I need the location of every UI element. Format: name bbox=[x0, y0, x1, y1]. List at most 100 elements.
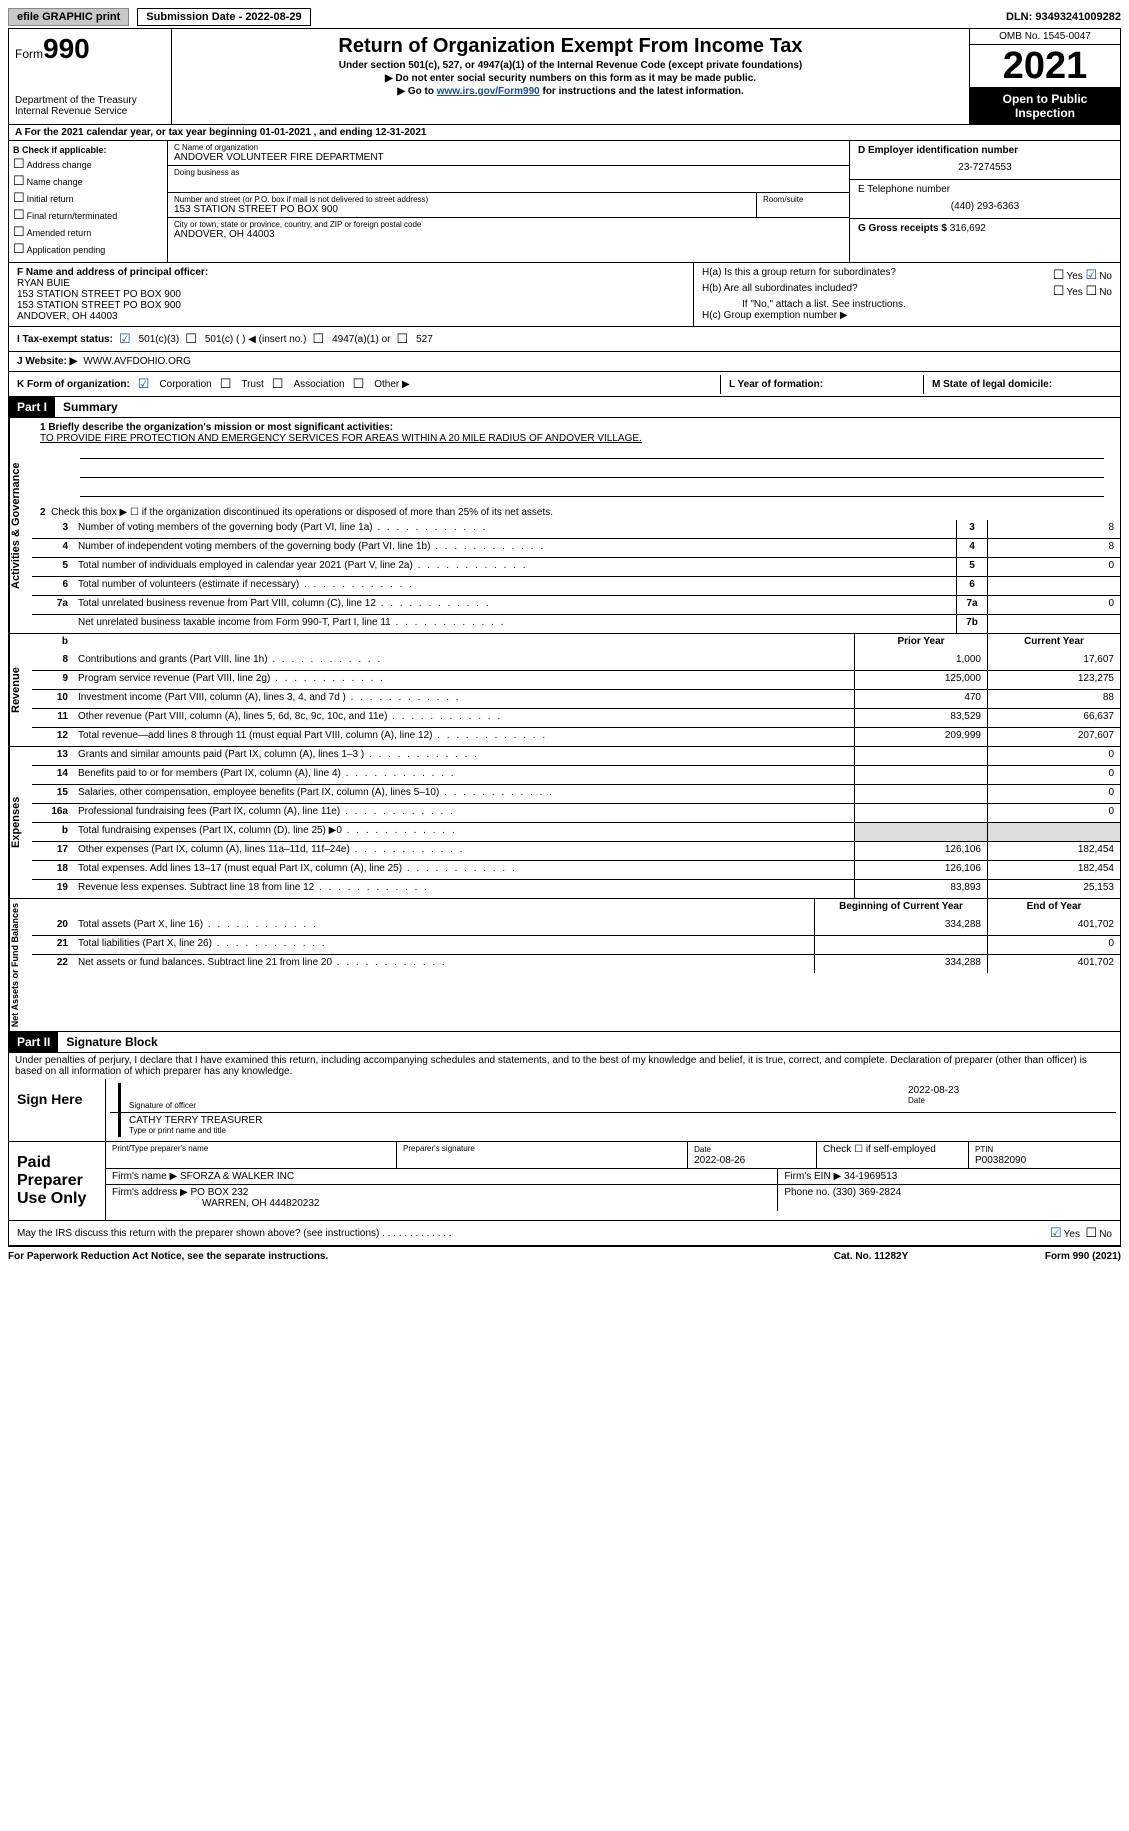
officer-addr2: 153 STATION STREET PO BOX 900 bbox=[17, 300, 685, 311]
chk-name-change[interactable] bbox=[13, 177, 27, 187]
gross-value: 316,692 bbox=[950, 223, 986, 234]
website-value: WWW.AVFDOHIO.ORG bbox=[83, 356, 191, 367]
chk-other[interactable] bbox=[353, 376, 367, 392]
gross-label: G Gross receipts $ bbox=[858, 223, 947, 234]
ein-label: D Employer identification number bbox=[858, 145, 1112, 156]
phone-label: E Telephone number bbox=[858, 184, 1112, 195]
may-irs-yes[interactable] bbox=[1050, 1229, 1064, 1240]
footer: For Paperwork Reduction Act Notice, see … bbox=[8, 1246, 1121, 1266]
chk-assoc[interactable] bbox=[272, 376, 286, 392]
org-address: 153 STATION STREET PO BOX 900 bbox=[174, 204, 750, 215]
paid-preparer-section: Paid Preparer Use Only Print/Type prepar… bbox=[8, 1142, 1121, 1221]
prep-name-label: Print/Type preparer's name bbox=[112, 1144, 390, 1153]
org-name-label: C Name of organization bbox=[174, 143, 843, 152]
hb-yes[interactable] bbox=[1053, 287, 1067, 298]
ha-yes[interactable] bbox=[1053, 271, 1067, 282]
net-side-label: Net Assets or Fund Balances bbox=[9, 899, 32, 1031]
form-header: Form990 Department of the Treasury Inter… bbox=[8, 28, 1121, 125]
form-footer: Form 990 (2021) bbox=[971, 1251, 1121, 1262]
col-b-checkboxes: B Check if applicable: Address change Na… bbox=[9, 141, 168, 262]
form-label: Form bbox=[15, 47, 43, 61]
header-left: Form990 Department of the Treasury Inter… bbox=[9, 29, 172, 124]
state-domicile-label: M State of legal domicile: bbox=[932, 379, 1052, 390]
hdr-end: End of Year bbox=[987, 899, 1120, 917]
revenue-section: Revenue b Prior Year Current Year 8Contr… bbox=[8, 634, 1121, 747]
part-i-tag: Part I bbox=[9, 397, 55, 417]
chk-527[interactable] bbox=[396, 331, 410, 347]
efile-button[interactable]: efile GRAPHIC print bbox=[8, 8, 129, 26]
chk-trust[interactable] bbox=[220, 376, 234, 392]
part-ii-header: Part II Signature Block bbox=[8, 1032, 1121, 1053]
part-i-header: Part I Summary bbox=[8, 397, 1121, 418]
cat-no: Cat. No. 11282Y bbox=[771, 1251, 971, 1262]
expenses-side-label: Expenses bbox=[9, 747, 32, 898]
chk-final-return[interactable] bbox=[13, 211, 27, 221]
ein-value: 23-7274553 bbox=[858, 162, 1112, 173]
hdr-beginning: Beginning of Current Year bbox=[814, 899, 987, 917]
ha-no[interactable] bbox=[1086, 271, 1100, 282]
line-2: Check this box ▶ ☐ if the organization d… bbox=[51, 507, 553, 518]
header-center: Return of Organization Exempt From Incom… bbox=[172, 29, 969, 124]
col-c-org: C Name of organization ANDOVER VOLUNTEER… bbox=[168, 141, 849, 262]
dba-label: Doing business as bbox=[174, 168, 843, 177]
hdr-prior: Prior Year bbox=[854, 634, 987, 652]
hb-label: H(b) Are all subordinates included? bbox=[702, 283, 858, 299]
section-fh: F Name and address of principal officer:… bbox=[8, 262, 1121, 327]
governance-side-label: Activities & Governance bbox=[9, 418, 32, 633]
may-irs-no[interactable] bbox=[1086, 1229, 1100, 1240]
hb-no[interactable] bbox=[1086, 287, 1100, 298]
form-subtitle: Under section 501(c), 527, or 4947(a)(1)… bbox=[180, 60, 961, 71]
type-name-label: Type or print name and title bbox=[129, 1126, 1108, 1135]
firm-city: WARREN, OH 444820232 bbox=[202, 1198, 319, 1209]
officer-name-title: CATHY TERRY TREASURER bbox=[129, 1115, 1108, 1126]
prep-date: 2022-08-26 bbox=[694, 1155, 745, 1166]
chk-amended[interactable] bbox=[13, 228, 27, 238]
city-label: City or town, state or province, country… bbox=[174, 220, 843, 229]
ptin-value: P00382090 bbox=[975, 1155, 1026, 1166]
note-ssn: ▶ Do not enter social security numbers o… bbox=[180, 73, 961, 84]
chk-address-change[interactable] bbox=[13, 160, 27, 170]
mission-label: 1 Briefly describe the organization's mi… bbox=[40, 422, 393, 433]
omb-number: OMB No. 1545-0047 bbox=[970, 29, 1120, 45]
officer-label: F Name and address of principal officer: bbox=[17, 267, 685, 278]
expenses-section: Expenses 13Grants and similar amounts pa… bbox=[8, 747, 1121, 899]
declaration-text: Under penalties of perjury, I declare th… bbox=[8, 1053, 1121, 1079]
officer-name: RYAN BUIE bbox=[17, 278, 685, 289]
org-city: ANDOVER, OH 44003 bbox=[174, 229, 843, 240]
chk-app-pending[interactable] bbox=[13, 245, 27, 255]
chk-501c3[interactable] bbox=[119, 331, 133, 347]
tax-status-label: I Tax-exempt status: bbox=[17, 334, 113, 345]
firm-name: SFORZA & WALKER INC bbox=[180, 1171, 294, 1182]
may-irs-label: May the IRS discuss this return with the… bbox=[17, 1228, 379, 1239]
hdr-current: Current Year bbox=[987, 634, 1120, 652]
sign-here-section: Sign Here Signature of officer 2022-08-2… bbox=[8, 1079, 1121, 1142]
note-link: ▶ Go to www.irs.gov/Form990 for instruct… bbox=[180, 86, 961, 97]
paid-prep-label: Paid Preparer Use Only bbox=[9, 1142, 106, 1220]
firm-ein: 34-1969513 bbox=[844, 1171, 897, 1182]
part-i-title: Summary bbox=[55, 400, 118, 414]
officer-addr1: 153 STATION STREET PO BOX 900 bbox=[17, 289, 685, 300]
hc-label: H(c) Group exemption number ▶ bbox=[702, 310, 1112, 321]
chk-4947[interactable] bbox=[312, 331, 326, 347]
row-i-tax-status: I Tax-exempt status: 501(c)(3) 501(c) ( … bbox=[8, 327, 1121, 352]
governance-section: Activities & Governance 1 Briefly descri… bbox=[8, 418, 1121, 634]
submission-date: Submission Date - 2022-08-29 bbox=[137, 8, 310, 26]
year-formation-label: L Year of formation: bbox=[729, 379, 823, 390]
irs-link[interactable]: www.irs.gov/Form990 bbox=[437, 86, 540, 97]
row-klm: K Form of organization: Corporation Trus… bbox=[8, 372, 1121, 397]
chk-corp[interactable] bbox=[138, 376, 152, 392]
firm-phone: (330) 369-2824 bbox=[833, 1187, 901, 1198]
paperwork-notice: For Paperwork Reduction Act Notice, see … bbox=[8, 1251, 771, 1262]
dept-label: Department of the Treasury Internal Reve… bbox=[15, 95, 165, 117]
firm-addr: PO BOX 232 bbox=[191, 1187, 249, 1198]
col-b-label: B Check if applicable: bbox=[13, 145, 163, 155]
check-self-employed[interactable]: Check ☐ if self-employed bbox=[817, 1142, 969, 1168]
dln: DLN: 93493241009282 bbox=[1006, 11, 1121, 23]
revenue-side-label: Revenue bbox=[9, 634, 32, 746]
mission-text: TO PROVIDE FIRE PROTECTION AND EMERGENCY… bbox=[40, 433, 1112, 444]
hb-note: If "No," attach a list. See instructions… bbox=[702, 299, 1112, 310]
may-irs-row: May the IRS discuss this return with the… bbox=[8, 1221, 1121, 1246]
chk-501c[interactable] bbox=[185, 331, 199, 347]
chk-initial-return[interactable] bbox=[13, 194, 27, 204]
open-inspection: Open to Public Inspection bbox=[970, 88, 1120, 124]
